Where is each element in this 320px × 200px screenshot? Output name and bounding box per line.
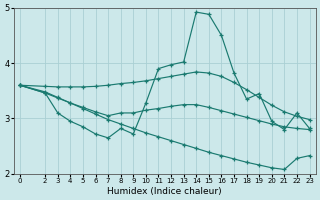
X-axis label: Humidex (Indice chaleur): Humidex (Indice chaleur) bbox=[108, 187, 222, 196]
